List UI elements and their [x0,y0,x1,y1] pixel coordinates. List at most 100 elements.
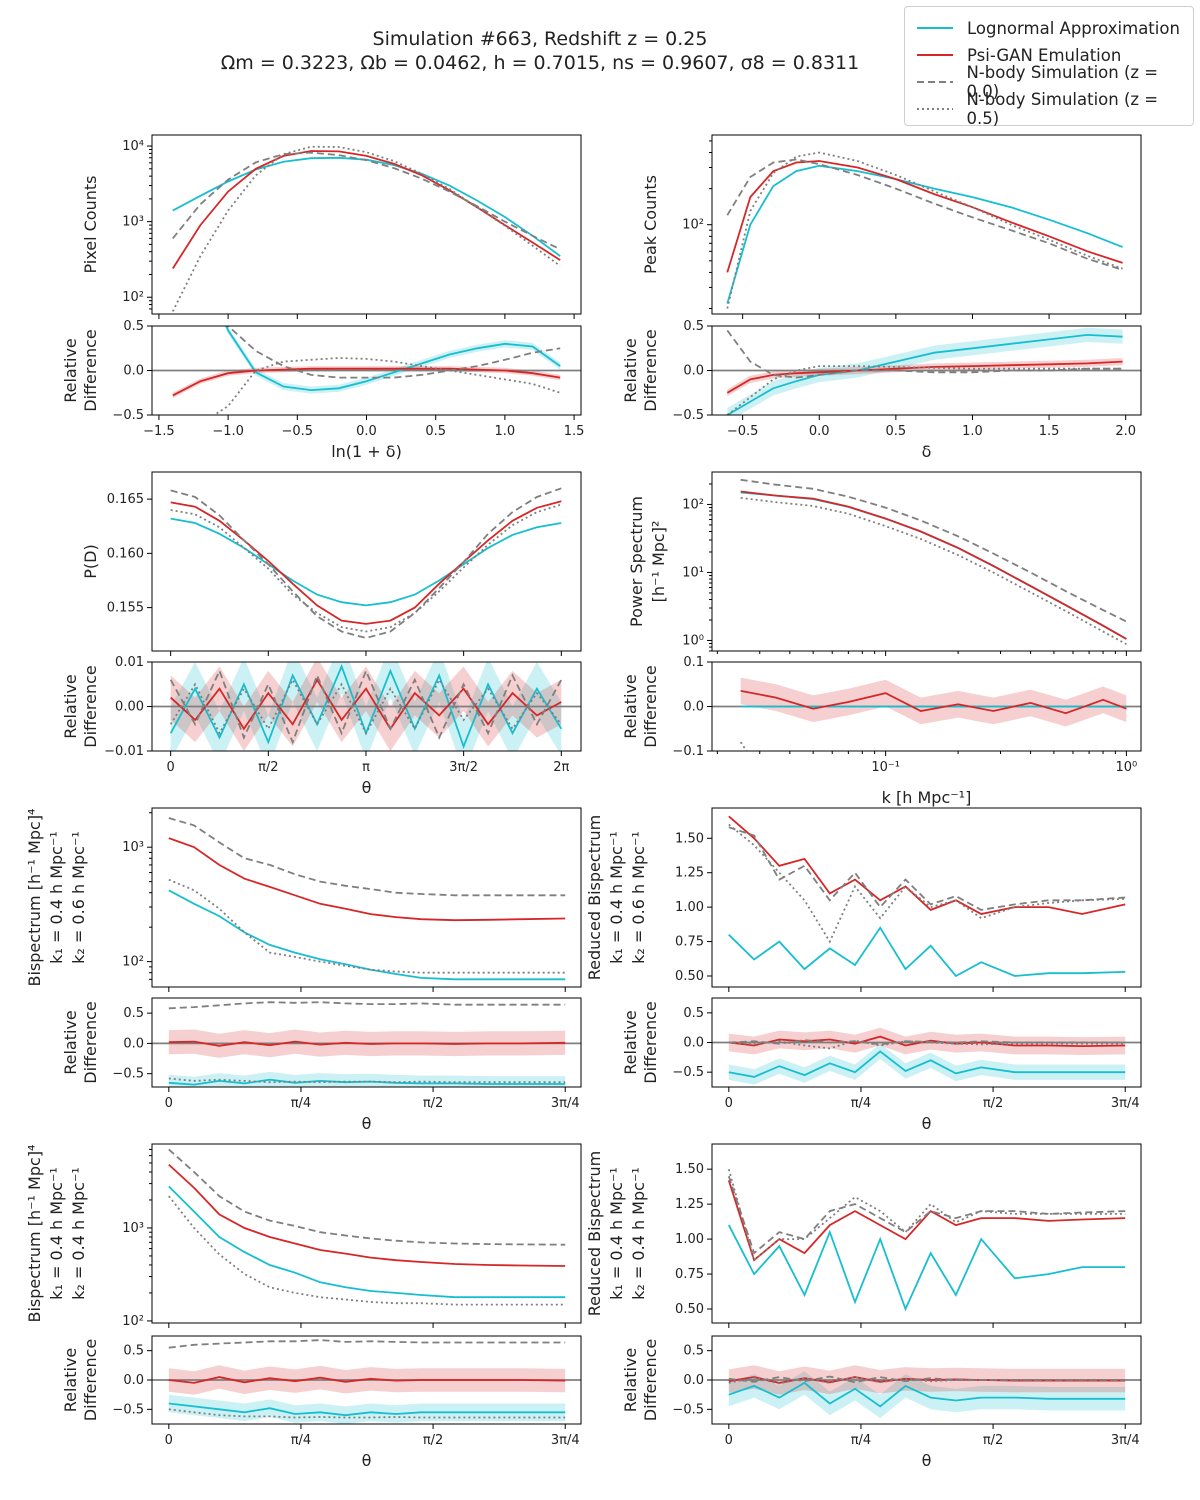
ps-main-frame [711,471,1142,652]
pixel-xtick-label: −0.5 [282,424,314,439]
ps-xtick-label: 10⁻¹ [871,760,900,775]
peak-xtick-label: 0.0 [809,424,830,439]
rbs2-series-nbody0 [727,1175,1126,1255]
figure-title-line2: Ωm = 0.3223, Ωb = 0.0462, h = 0.7015, ns… [220,52,860,74]
rbs1-rel-ylabel-line-0: Relative [621,1010,640,1075]
pd-xtick-label: 0 [167,760,175,775]
bs2-main-plot [168,1148,566,1306]
ps-rel-ytick-label: 0.1 [683,655,704,670]
bs1-series-nbody5 [168,878,566,974]
rbs2-rel-series-lognormal [728,1381,1126,1408]
pixel-main-plot [171,145,561,312]
rbs2-ytick-label: 1.00 [675,1232,704,1247]
rbs1-series-nbody5 [728,823,1126,944]
pixel-xtick-label: −1.5 [143,424,175,439]
rbs2-rel-ylabel-line-0: Relative [621,1348,640,1413]
peak-rel-series-gan [726,360,1123,394]
bs2-rel-series-lognormal [168,1402,566,1417]
pixel-xtick-label: −1.0 [212,424,244,439]
peak-main-plot [726,151,1123,309]
bs2-series-gan [168,1163,566,1267]
pixel-xtick-label: 1.5 [564,424,585,439]
rbs1-main-plot [728,815,1126,978]
rbs1-rel-ylabel-line-1: Difference [641,1001,660,1083]
ps-series-gan [740,490,1127,640]
bs1-rel-plot [152,1001,581,1087]
legend-swatch-lognormal [917,27,953,29]
peak-rel-series-lognormal [726,333,1123,415]
bs2-rel-band-lognormal [168,1394,566,1424]
pixel-series-gan [172,150,561,269]
bs1-xlabel: θ [362,1114,372,1133]
pixel-rel-ytick-label: 0.0 [123,364,144,379]
pixel-rel-series-lognormal [225,326,561,392]
peak-ytick-label: 10² [682,218,704,233]
rbs1-xtick-label: π/2 [983,1096,1003,1111]
rbs1-rel-series-nbody0 [728,1039,1126,1046]
ps-rel-ytick-label: −0.1 [672,744,704,759]
ps-rel-plot [712,677,1141,751]
bs2-ytick-label: 10³ [122,1221,144,1236]
rbs2-xtick-label: π/4 [851,1433,871,1448]
rbs1-series-lognormal [728,926,1126,978]
peak-xtick-label: 0.5 [886,424,907,439]
bs1-rel-ytick-label: 0.0 [123,1036,144,1051]
legend-label-nbody0: N-body Simulation (z = 0.0) [966,63,1159,101]
pd-xtick-label: π/2 [258,760,278,775]
pd-series-gan [170,500,562,625]
bs2-rel-ylabel-line-1: Difference [81,1339,100,1421]
pd-rel-plot [152,662,581,751]
bs1-rel-ytick-label: −0.5 [112,1067,144,1082]
ps-rel-ytick-label: 0.0 [683,700,704,715]
rbs2-rel-ytick-label: 0.5 [683,1344,704,1359]
pd-xlabel: θ [362,778,372,797]
pixel-rel-series-nbody0 [227,326,561,379]
peak-xtick-label: 2.0 [1115,424,1136,439]
bs2-rel-ytick-label: −0.5 [112,1402,144,1417]
pixel-xtick-label: 1.0 [495,424,516,439]
bs2-ylabel-line-0: Bispectrum [h⁻¹ Mpc]⁴ [25,1145,44,1323]
ps-rel-ylabel-line-0: Relative [621,674,640,739]
rbs2-ylabel-line-0: Reduced Bispectrum [585,1151,604,1317]
pixel-rel-ylabel-line-1: Difference [81,329,100,411]
bs2-xtick-label: π/2 [423,1433,443,1448]
bs2-ylabel-line-2: k₂ = 0.4 h Mpc⁻¹ [69,1167,88,1300]
rbs2-ylabel-line-1: k₁ = 0.4 h Mpc⁻¹ [607,1167,626,1300]
rbs1-main-frame [711,807,1142,988]
ps-series-nbody5 [740,497,1127,645]
legend-swatch-nbody0 [917,81,953,83]
bs1-series-lognormal [168,889,566,981]
bs2-rel-ylabel-line-0: Relative [61,1348,80,1413]
bs2-ylabel-line-1: k₁ = 0.4 h Mpc⁻¹ [47,1167,66,1300]
legend: Lognormal Approximation Psi-GAN Emulatio… [904,6,1194,128]
pixel-ytick-label: 10⁴ [122,139,144,154]
rbs1-ylabel-line-0: Reduced Bispectrum [585,815,604,981]
rbs1-series-gan [728,815,1126,915]
legend-item-nbody0: N-body Simulation (z = 0.0) [915,63,1193,101]
rbs1-xtick-label: π/4 [851,1096,871,1111]
panel-rbs2: 0.500.751.001.251.50−0.50.00.50 π/4 π/2 3π/… [585,1143,1142,1470]
rbs1-xtick-label: 3π/4 [1111,1096,1140,1111]
bs1-rel-ylabel-line-0: Relative [61,1010,80,1075]
bs1-main-frame [151,807,582,988]
bs1-ylabel-line-1: k₁ = 0.4 h Mpc⁻¹ [47,831,66,964]
pd-main-frame [151,471,582,652]
pixel-xlabel: ln(1 + δ) [331,442,402,461]
bs1-rel-ytick-label: 0.5 [123,1006,144,1021]
bs1-series-nbody0 [168,817,566,897]
pd-xtick-label: 3π/2 [449,760,478,775]
bs1-rel-ylabel-line-1: Difference [81,1001,100,1083]
rbs2-series-gan [727,1180,1126,1262]
rbs2-rel-ytick-label: 0.0 [683,1373,704,1388]
rbs1-ytick-label: 0.75 [675,935,704,950]
bs2-rel-series-nbody0 [168,1339,566,1349]
pixel-rel-series-nbody5 [212,357,561,415]
panel-bs2: 10² 10³ −0.5 0.0 0.5 0 π/4 π/2 3π/4 θ Bispectrum [… [25,1143,582,1470]
pixel-rel-plot [152,326,581,415]
ps-main-plot [740,478,1127,645]
rbs2-rel-plot [712,1365,1141,1419]
pixel-rel-ytick-label: −0.5 [112,408,144,423]
bs2-xtick-label: 3π/4 [551,1433,580,1448]
bs2-xtick-label: 0 [165,1433,173,1448]
pd-series-nbody0 [170,487,562,639]
